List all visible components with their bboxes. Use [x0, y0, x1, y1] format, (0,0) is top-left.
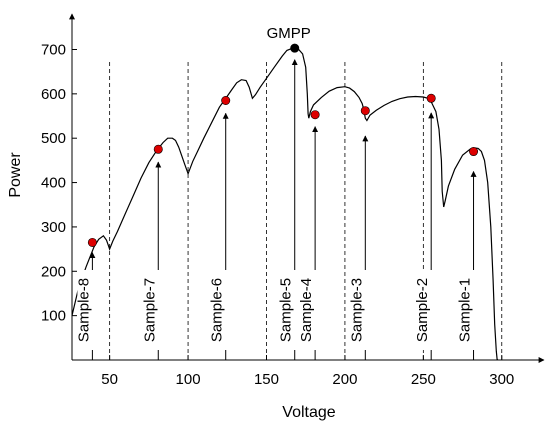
y-tick-labels: 100 200 300 400 500 600 700 [41, 41, 77, 325]
sample-label-bg [77, 270, 94, 350]
sample-label-sample-6: Sample-6 [209, 278, 226, 342]
marker-sample-4 [310, 110, 320, 120]
sample-label-bg [458, 270, 475, 350]
y-tick-label-500: 500 [41, 130, 66, 147]
sample-label-bg [279, 269, 296, 350]
y-tick-label-600: 600 [41, 86, 66, 103]
sample-label-sample-1: Sample-1 [457, 278, 474, 342]
marker-sample-6 [221, 96, 231, 106]
y-tick-label-200: 200 [41, 263, 66, 280]
x-tick-label-250: 250 [411, 371, 436, 388]
dashed-gridlines [109, 62, 503, 360]
y-axis-title: Power [7, 152, 24, 198]
sample-label-bg [143, 270, 160, 350]
y-tick-label-100: 100 [41, 308, 66, 325]
y-tick-label-300: 300 [41, 219, 66, 236]
x-tick-label-300: 300 [489, 371, 514, 388]
axes [69, 13, 545, 363]
y-tick-label-700: 700 [41, 41, 66, 58]
sample-label-bg [210, 270, 227, 350]
x-tick-label-200: 200 [332, 371, 357, 388]
sample-label-bg [350, 270, 367, 350]
x-tick-label-100: 100 [176, 371, 201, 388]
x-axis-title: Voltage [282, 404, 335, 421]
sample-labels: Sample-8 Sample-7 Sample-6 Sample-5 Sample-4… [75, 269, 475, 350]
sample-label-sample-2: Sample-2 [414, 278, 431, 342]
sample-label-sample-8: Sample-8 [75, 278, 92, 342]
sample-label-sample-4: Sample-4 [298, 278, 315, 342]
sample-label-sample-7: Sample-7 [141, 278, 158, 342]
sample-label-bg [300, 270, 317, 350]
sample-label-sample-3: Sample-3 [348, 278, 365, 342]
marker-sample-3 [360, 106, 370, 116]
x-tick-labels: 50 100 150 200 250 300 [101, 355, 514, 388]
marker-sample-2 [426, 93, 436, 103]
marker-sample-5 [290, 43, 300, 53]
sample-label-sample-5: Sample-5 [278, 278, 295, 342]
sample-markers [87, 43, 479, 247]
marker-sample-7 [153, 144, 163, 154]
x-tick-label-150: 150 [254, 371, 279, 388]
marker-sample-1 [469, 147, 479, 157]
x-tick-label-50: 50 [101, 371, 118, 388]
marker-sample-8 [87, 237, 97, 247]
y-tick-label-400: 400 [41, 175, 66, 192]
sample-label-bg [416, 270, 433, 350]
gmpp-annotation: GMPP [267, 25, 311, 42]
